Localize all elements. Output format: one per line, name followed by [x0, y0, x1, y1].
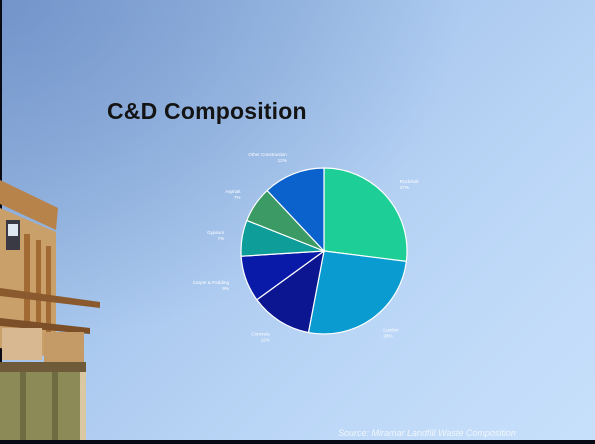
slide-frame-bottom — [0, 440, 595, 444]
pie-label-name: Gypsum — [207, 230, 224, 235]
pie-slice-rock-soil — [323, 167, 408, 263]
house-frame-image — [0, 180, 100, 440]
pie-slice-other-construction — [266, 167, 325, 253]
pie-label-percent: 9% — [222, 286, 229, 291]
pie-label-percent: 27% — [400, 185, 409, 190]
pie-label-percent: 12% — [278, 158, 287, 163]
pie-label-name: Other Construction — [248, 152, 287, 157]
pie-label-percent: 7% — [234, 195, 241, 200]
pie-label-name: Rock/soil — [400, 179, 419, 184]
pie-label-percent: 7% — [218, 236, 225, 241]
pie-label-name: Asphalt — [225, 189, 241, 194]
slide-title: C&D Composition — [107, 98, 307, 124]
source-caption: Source: Miramar Landfill Waste Compositi… — [338, 428, 516, 438]
pie-slice-lumber — [307, 250, 408, 335]
pie-slice-concrete — [256, 249, 325, 334]
pie-label-percent: 26% — [383, 334, 392, 339]
pie-label-name: Concrete — [251, 331, 270, 336]
pie-label-percent: 12% — [261, 337, 270, 342]
pie-label-name: Carpet & Padding — [193, 280, 230, 285]
pie-label-name: Lumber — [383, 328, 399, 333]
